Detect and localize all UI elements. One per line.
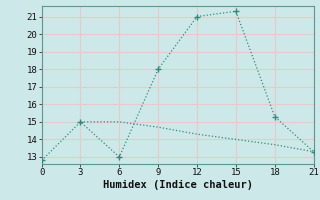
X-axis label: Humidex (Indice chaleur): Humidex (Indice chaleur) bbox=[103, 180, 252, 190]
